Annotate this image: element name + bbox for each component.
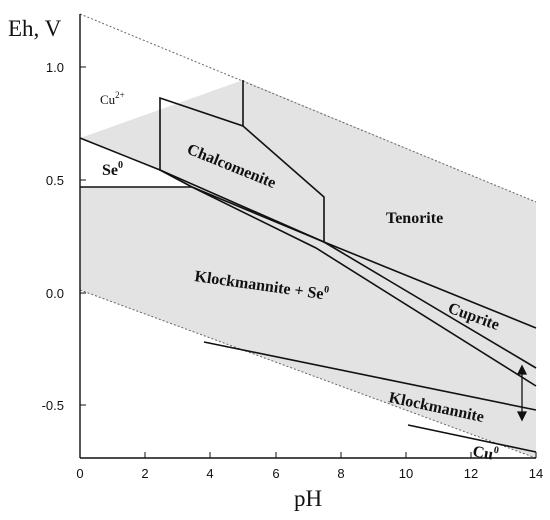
x-axis-label: pH [294,486,322,511]
y-tick-label: 1.0 [46,60,64,75]
x-tick-label: 2 [141,466,148,481]
x-tick-label: 6 [272,466,279,481]
chalcomenite-boundary [159,96,325,244]
tenorite-label: Tenorite [386,210,443,227]
lower-water-line [79,289,537,459]
klockmannite-lower-boundary [203,341,537,411]
y-tick-labels: 1.0 0.5 0.0 -0.5 [42,60,64,413]
klockmannite-se0-boundary [191,186,537,387]
cuprite-klockmannite-boundary [323,241,537,369]
se0-label: Se0 [102,160,123,179]
cu0-boundary [407,424,537,453]
tenorite-cuprite-boundary [323,241,537,329]
water-stability-region [80,80,536,458]
x-ticks [79,452,537,458]
x-tick-label: 12 [464,466,478,481]
x-tick-labels: 0 2 4 6 8 10 12 14 [76,466,543,481]
cu0-label: Cu0 [471,441,499,464]
se0-region-fill [80,138,192,187]
y-tick-label: -0.5 [42,398,64,413]
cu2plus-label: Cu2+ [100,90,125,107]
y-tick-label: 0.5 [46,173,64,188]
x-tick-label: 14 [529,466,543,481]
cu2-region-fill [80,14,243,138]
y-ticks [80,66,86,406]
x-tick-label: 4 [206,466,213,481]
x-tick-label: 10 [399,466,413,481]
main-redox-line [191,186,325,243]
y-axis-label: Eh, V [8,16,62,41]
y-tick-label: 0.0 [46,286,64,301]
x-tick-label: 8 [337,466,344,481]
x-tick-label: 0 [76,466,83,481]
double-arrow-icon [516,364,528,422]
